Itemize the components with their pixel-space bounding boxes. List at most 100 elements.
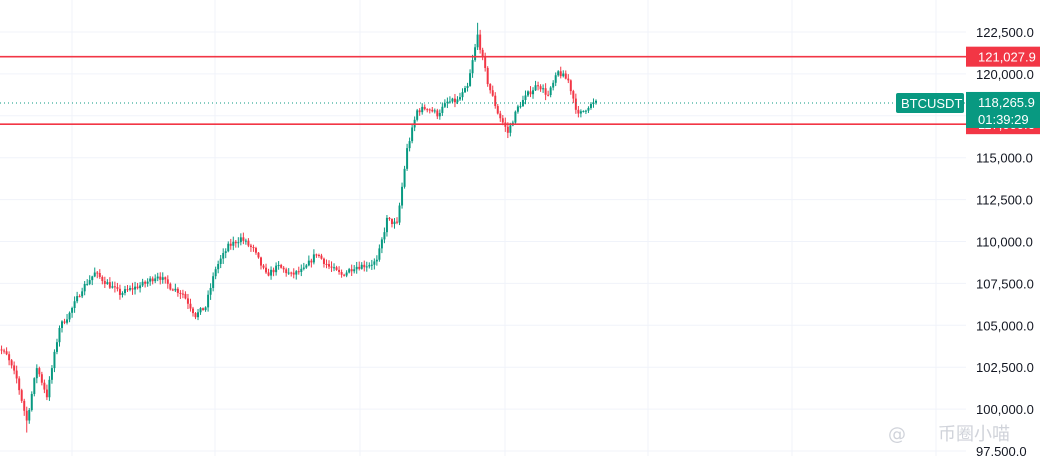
candle — [378, 244, 381, 262]
price-axis-bg[interactable] — [966, 0, 1040, 456]
candle-body — [91, 276, 94, 281]
price-lines-layer — [0, 55, 966, 125]
candle-body — [431, 109, 434, 112]
candle-body — [358, 266, 361, 269]
candle — [380, 237, 383, 254]
candle-body — [270, 269, 273, 276]
candle-body — [242, 237, 245, 241]
candle-body — [164, 277, 167, 280]
candle — [164, 276, 167, 284]
candle — [3, 348, 6, 354]
candle-body — [151, 278, 154, 282]
candle-body — [368, 265, 371, 267]
candle — [572, 89, 575, 104]
candle — [285, 267, 288, 277]
candle-body — [126, 289, 129, 291]
candle-body — [184, 293, 187, 299]
candle — [466, 82, 469, 92]
candle-body — [557, 71, 560, 76]
candle-body — [516, 106, 519, 112]
candle — [408, 137, 411, 152]
candle — [287, 268, 290, 275]
candle-body — [333, 267, 336, 269]
candle-body — [438, 112, 441, 117]
candle — [418, 108, 421, 116]
candle-body — [506, 126, 509, 133]
candle-body — [559, 71, 562, 77]
candle — [363, 260, 366, 272]
candle — [302, 262, 305, 271]
candle — [350, 264, 353, 276]
candle-body — [562, 73, 565, 77]
candle-body — [584, 110, 587, 112]
price-tick-label: 105,000.0 — [976, 318, 1034, 333]
candle — [88, 275, 91, 286]
candle — [448, 96, 451, 104]
candle — [81, 287, 84, 299]
candle — [388, 216, 391, 221]
candle — [38, 366, 41, 377]
candle-body — [295, 271, 298, 275]
candle — [83, 281, 86, 296]
candle — [443, 99, 446, 109]
candle — [78, 294, 81, 298]
watermark: @ 币圈小喵 — [888, 424, 1010, 445]
candle — [149, 276, 152, 286]
candle-body — [111, 286, 114, 288]
candle-body — [282, 267, 285, 270]
candle — [144, 280, 147, 288]
candle-body — [262, 265, 265, 268]
candle — [532, 87, 535, 99]
candle — [101, 275, 104, 285]
candle — [131, 282, 134, 295]
candle-body — [20, 390, 23, 401]
candle — [224, 248, 227, 259]
candle — [53, 349, 56, 373]
candle-body — [476, 34, 479, 48]
candle — [50, 365, 53, 384]
candle — [176, 287, 179, 297]
candle-body — [521, 99, 524, 107]
candle-body — [101, 276, 104, 282]
candle-body — [350, 269, 353, 272]
candle-body — [86, 283, 89, 285]
candle — [554, 72, 557, 87]
candle — [317, 253, 320, 258]
candle-body — [106, 282, 109, 285]
candle-body — [456, 99, 459, 103]
candle-body — [549, 87, 552, 95]
candle — [557, 70, 560, 77]
candle — [421, 103, 424, 115]
candle-body — [40, 374, 43, 383]
candle-body — [71, 307, 74, 313]
candle-body — [547, 94, 550, 96]
candle — [186, 293, 189, 309]
candle-body — [552, 82, 555, 88]
candle-body — [25, 410, 28, 421]
price-axis[interactable]: 97,500.0 100,000.0 102,500.0 105,000.0 107,5… — [966, 0, 1040, 456]
candle — [197, 309, 200, 321]
candle — [564, 70, 567, 80]
candle-body — [118, 288, 121, 295]
candle — [491, 85, 494, 97]
candle-body — [30, 393, 33, 411]
candle — [521, 95, 524, 107]
candle — [151, 276, 154, 285]
candle — [579, 109, 582, 118]
candle — [322, 257, 325, 268]
candle — [68, 311, 71, 323]
candle-body — [408, 141, 411, 149]
candle-body — [33, 378, 36, 394]
candle-body — [330, 266, 333, 268]
candle — [272, 267, 275, 277]
candle — [458, 92, 461, 101]
candle — [398, 202, 401, 226]
symbol-badge[interactable] — [896, 92, 964, 113]
watermark-text: 币圈小喵 — [938, 424, 1010, 445]
candle-body — [214, 269, 217, 277]
candle — [436, 108, 439, 120]
candle — [315, 253, 318, 258]
candle-body — [43, 382, 46, 390]
